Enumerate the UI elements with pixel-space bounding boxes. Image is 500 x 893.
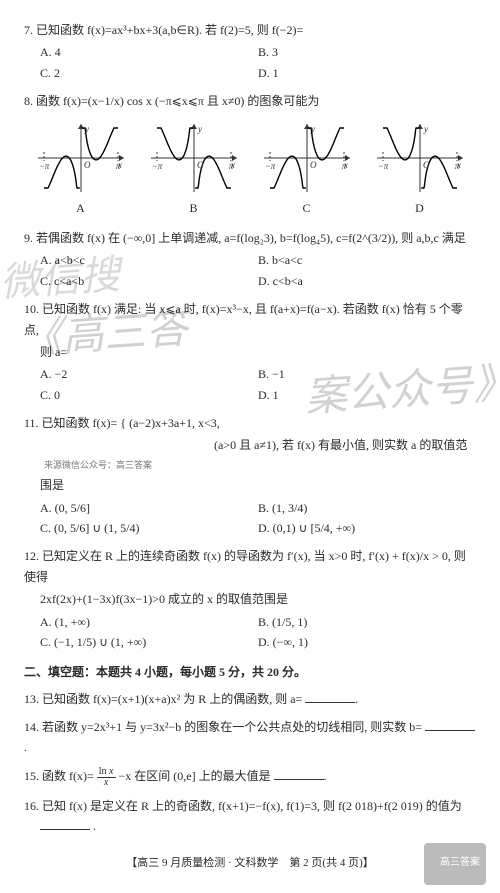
q9-stem: 9. 若偶函数 f(x) 在 (−∞,0] 上单调递减, a=f(log₂3),…	[24, 228, 476, 248]
svg-text:−π: −π	[377, 161, 388, 171]
q11-cond: (a>0 且 a≠1), 若 f(x) 有最小值, 则实数 a 的取值范	[24, 435, 476, 455]
q8-graph-label-b: B	[147, 198, 241, 218]
q8-graph-label-a: A	[34, 198, 128, 218]
svg-text:y: y	[310, 124, 315, 134]
question-13: 13. 已知函数 f(x)=(x+1)(x+a)x² 为 R 上的偶函数, 则 …	[24, 689, 476, 709]
q8-graph-b: yxO−ππB	[147, 120, 241, 218]
q12-opt-c: C. (−1, 1/5) ∪ (1, +∞)	[40, 632, 258, 652]
q16-post: .	[93, 819, 96, 833]
q7-opt-b: B. 3	[258, 42, 476, 62]
q7-opt-d: D. 1	[258, 63, 476, 83]
q12-opt-b: B. (1/5, 1)	[258, 612, 476, 632]
q10-opt-b: B. −1	[258, 364, 476, 384]
q8-graph-row: yxO−ππAyxO−ππByxO−ππCyxO−ππD	[24, 114, 476, 220]
q8-graph-d: yxO−ππD	[373, 120, 467, 218]
q14-blank	[425, 718, 475, 731]
q10-opt-d: D. 1	[258, 385, 476, 405]
corner-badge-text: 高三答案	[440, 854, 480, 871]
q9-opt-d: D. c<b<a	[258, 271, 476, 291]
q11-opt-b: B. (1, 3/4)	[258, 498, 476, 518]
q10-opt-c: C. 0	[40, 385, 258, 405]
q10-opt-a: A. −2	[40, 364, 258, 384]
q7-opt-a: A. 4	[40, 42, 258, 62]
q11-stem1: 11. 已知函数 f(x)= { (a−2)x+3a+1, x<3,	[24, 413, 476, 433]
q12-opt-a: A. (1, +∞)	[40, 612, 258, 632]
question-9: 9. 若偶函数 f(x) 在 (−∞,0] 上单调递减, a=f(log₂3),…	[24, 228, 476, 291]
q11-opt-a: A. (0, 5/6]	[40, 498, 258, 518]
question-16: 16. 已知 f(x) 是定义在 R 上的奇函数, f(x+1)=−f(x), …	[24, 796, 476, 837]
q8-graph-a: yxO−ππA	[34, 120, 128, 218]
question-7: 7. 已知函数 f(x)=ax³+bx+3(a,b∈R). 若 f(2)=5, …	[24, 20, 476, 83]
question-8: 8. 函数 f(x)=(x−1/x) cos x (−π⩽x⩽π 且 x≠0) …	[24, 91, 476, 220]
q8-stem: 8. 函数 f(x)=(x−1/x) cos x (−π⩽x⩽π 且 x≠0) …	[24, 91, 476, 111]
svg-text:−π: −π	[38, 161, 49, 171]
q9-opt-a: A. a<b<c	[40, 250, 258, 270]
svg-text:π: π	[454, 161, 459, 171]
svg-text:π: π	[228, 161, 233, 171]
q11-opt-d: D. (0,1) ∪ [5/4, +∞)	[258, 518, 476, 538]
q11-opt-c: C. (0, 5/6] ∪ (1, 5/4)	[40, 518, 258, 538]
q10-stem1: 10. 已知函数 f(x) 满足: 当 x⩽a 时, f(x)=x³−x, 且 …	[24, 299, 476, 340]
svg-text:y: y	[197, 124, 202, 134]
q11-source-note: 来源微信公众号：高三答案	[44, 458, 476, 473]
svg-text:O: O	[197, 160, 204, 170]
svg-text:O: O	[310, 160, 317, 170]
q7-opt-c: C. 2	[40, 63, 258, 83]
q10-stem2: 则 a=	[24, 342, 476, 362]
q15-blank	[274, 767, 324, 780]
svg-text:O: O	[423, 160, 430, 170]
svg-text:π: π	[115, 161, 120, 171]
question-10: 10. 已知函数 f(x) 满足: 当 x⩽a 时, f(x)=x³−x, 且 …	[24, 299, 476, 405]
q8-graph-c: yxO−ππC	[260, 120, 354, 218]
svg-text:−π: −π	[151, 161, 162, 171]
question-11: 11. 已知函数 f(x)= { (a−2)x+3a+1, x<3, (a>0 …	[24, 413, 476, 538]
svg-text:y: y	[423, 124, 428, 134]
q13-stem: 13. 已知函数 f(x)=(x+1)(x+a)x² 为 R 上的偶函数, 则 …	[24, 692, 302, 706]
q15-pre: 15. 函数 f(x)=	[24, 769, 94, 783]
q12-stem1: 12. 已知定义在 R 上的连续奇函数 f(x) 的导函数为 f′(x), 当 …	[24, 546, 476, 587]
svg-text:π: π	[341, 161, 346, 171]
q15-post: −x 在区间 (0,e] 上的最大值是	[119, 769, 271, 783]
q16-pre: 16. 已知 f(x) 是定义在 R 上的奇函数, f(x+1)=−f(x), …	[24, 799, 462, 813]
svg-text:−π: −π	[264, 161, 275, 171]
question-15: 15. 函数 f(x)= ln xx −x 在区间 (0,e] 上的最大值是 .	[24, 766, 476, 788]
q12-opt-d: D. (−∞, 1)	[258, 632, 476, 652]
q13-blank	[305, 690, 355, 703]
svg-text:y: y	[84, 124, 89, 134]
q15-frac-icon: ln xx	[97, 767, 116, 788]
q11-stem2: 围是	[24, 475, 476, 495]
q12-stem2: 2xf(2x)+(1−3x)f(3x−1)>0 成立的 x 的取值范围是	[24, 589, 476, 609]
svg-text:O: O	[84, 160, 91, 170]
q9-opt-b: B. b<a<c	[258, 250, 476, 270]
q8-graph-label-d: D	[373, 198, 467, 218]
question-12: 12. 已知定义在 R 上的连续奇函数 f(x) 的导函数为 f′(x), 当 …	[24, 546, 476, 652]
section-2-header: 二、填空题：本题共 4 小题，每小题 5 分，共 20 分。	[24, 662, 476, 682]
q16-blank	[40, 817, 90, 830]
q7-stem: 7. 已知函数 f(x)=ax³+bx+3(a,b∈R). 若 f(2)=5, …	[24, 20, 476, 40]
q14-stem: 14. 若函数 y=2x³+1 与 y=3x²−b 的图象在一个公共点处的切线相…	[24, 720, 422, 734]
q9-opt-c: C. c<a<b	[40, 271, 258, 291]
page-footer: 【高三 9 月质量检测 · 文科数学 第 2 页(共 4 页)】	[24, 854, 476, 873]
q8-graph-label-c: C	[260, 198, 354, 218]
